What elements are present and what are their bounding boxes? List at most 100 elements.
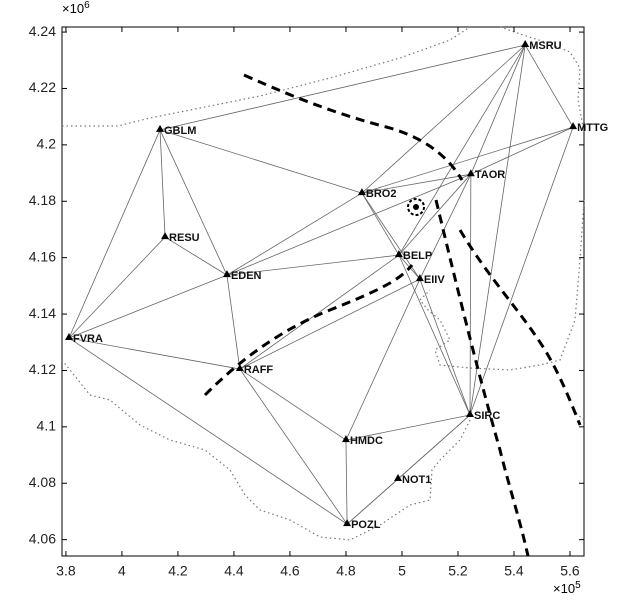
link — [239, 254, 400, 370]
station-label: EDEN — [231, 270, 262, 282]
link — [398, 254, 471, 416]
link — [345, 414, 471, 441]
x-exponent-power: 5 — [575, 580, 581, 591]
station-label: EIIV — [424, 274, 445, 286]
link — [524, 44, 574, 128]
station-label: FVRA — [73, 333, 103, 345]
station-label: BELP — [403, 250, 432, 262]
link — [159, 129, 166, 238]
y-tick-label: 4.22 — [29, 79, 56, 95]
link — [361, 192, 421, 280]
station-label: SIRC — [474, 410, 500, 422]
link — [164, 236, 228, 276]
station-label: RAFF — [244, 364, 274, 376]
link — [361, 44, 526, 194]
link — [470, 44, 526, 175]
station-marker — [161, 232, 170, 240]
y-tick-label: 4.16 — [29, 248, 56, 264]
station-marker — [222, 270, 231, 278]
link — [397, 414, 471, 480]
fault-line — [203, 264, 414, 397]
y-tick-label: 4.06 — [29, 530, 56, 546]
y-tick-label: 4.2 — [37, 136, 57, 152]
y-exponent-power: 6 — [84, 0, 90, 11]
x-tick-label: 3.8 — [56, 563, 76, 579]
x-tick-label: 4.4 — [224, 563, 244, 579]
link — [68, 236, 166, 339]
x-tick-label: 5 — [398, 563, 406, 579]
fault-line — [243, 73, 464, 181]
epicenter-marker — [413, 204, 419, 210]
link — [226, 173, 472, 276]
station-label: RESU — [169, 232, 200, 244]
station-marker — [466, 410, 475, 418]
link — [159, 129, 363, 194]
link — [398, 173, 472, 256]
link — [345, 278, 421, 441]
link — [226, 192, 363, 276]
x-tick-label: 4.2 — [168, 563, 188, 579]
link — [239, 368, 347, 441]
link — [398, 44, 526, 256]
link — [345, 440, 348, 525]
link — [68, 337, 348, 525]
link — [361, 192, 400, 256]
station-marker — [65, 333, 74, 341]
x-tick-label: 4.8 — [336, 563, 356, 579]
link — [68, 129, 161, 339]
station-label: HMDC — [350, 435, 383, 447]
link — [469, 126, 574, 416]
link — [469, 174, 472, 416]
network — [68, 44, 574, 525]
fault-line — [458, 229, 582, 426]
y-tick-label: 4.14 — [29, 305, 56, 321]
y-tick-label: 4.12 — [29, 361, 56, 377]
link — [419, 278, 471, 416]
y-tick-label: 4.24 — [29, 23, 56, 39]
station-label: NOT1 — [402, 474, 431, 486]
station-label: POZL — [351, 519, 381, 531]
x-tick-label: 5.4 — [504, 563, 524, 579]
x-tick-label: 4 — [118, 563, 126, 579]
station-label: BRO2 — [366, 188, 397, 200]
plot-frame — [61, 26, 585, 557]
x-tick-label: 5.6 — [560, 563, 580, 579]
station-label: MSRU — [529, 40, 561, 52]
y-tick-label: 4.18 — [29, 192, 56, 208]
station-label: MTTG — [577, 122, 608, 134]
station-marker — [394, 250, 403, 258]
link — [159, 44, 526, 131]
link — [68, 337, 240, 370]
epicenter-marker — [407, 198, 425, 216]
x-exponent-base: ×10 — [553, 581, 575, 596]
link — [226, 254, 399, 276]
y-exponent: ×106 — [62, 0, 90, 16]
link — [239, 278, 421, 370]
link — [226, 275, 241, 370]
link — [361, 173, 471, 194]
y-tick-label: 4.08 — [29, 474, 56, 490]
station-marker — [357, 188, 366, 196]
station-label: TAOR — [475, 169, 505, 181]
link — [470, 126, 574, 175]
station-marker — [235, 364, 244, 372]
link — [469, 44, 526, 416]
x-exponent: ×105 — [553, 580, 581, 597]
link — [361, 126, 574, 194]
station-marker — [343, 519, 352, 527]
link — [239, 368, 348, 525]
x-tick-label: 4.6 — [280, 563, 300, 579]
station-marker — [341, 435, 350, 443]
station-marker — [466, 169, 475, 177]
link — [159, 129, 228, 276]
y-exponent-base: ×10 — [62, 1, 84, 16]
station-label: GBLM — [164, 125, 196, 137]
link — [419, 174, 472, 280]
station-marker — [156, 124, 165, 132]
y-tick-label: 4.1 — [37, 418, 57, 434]
station-marker — [521, 40, 530, 48]
station-marker — [569, 122, 578, 130]
x-tick-label: 5.2 — [448, 563, 468, 579]
boundary — [61, 26, 585, 541]
